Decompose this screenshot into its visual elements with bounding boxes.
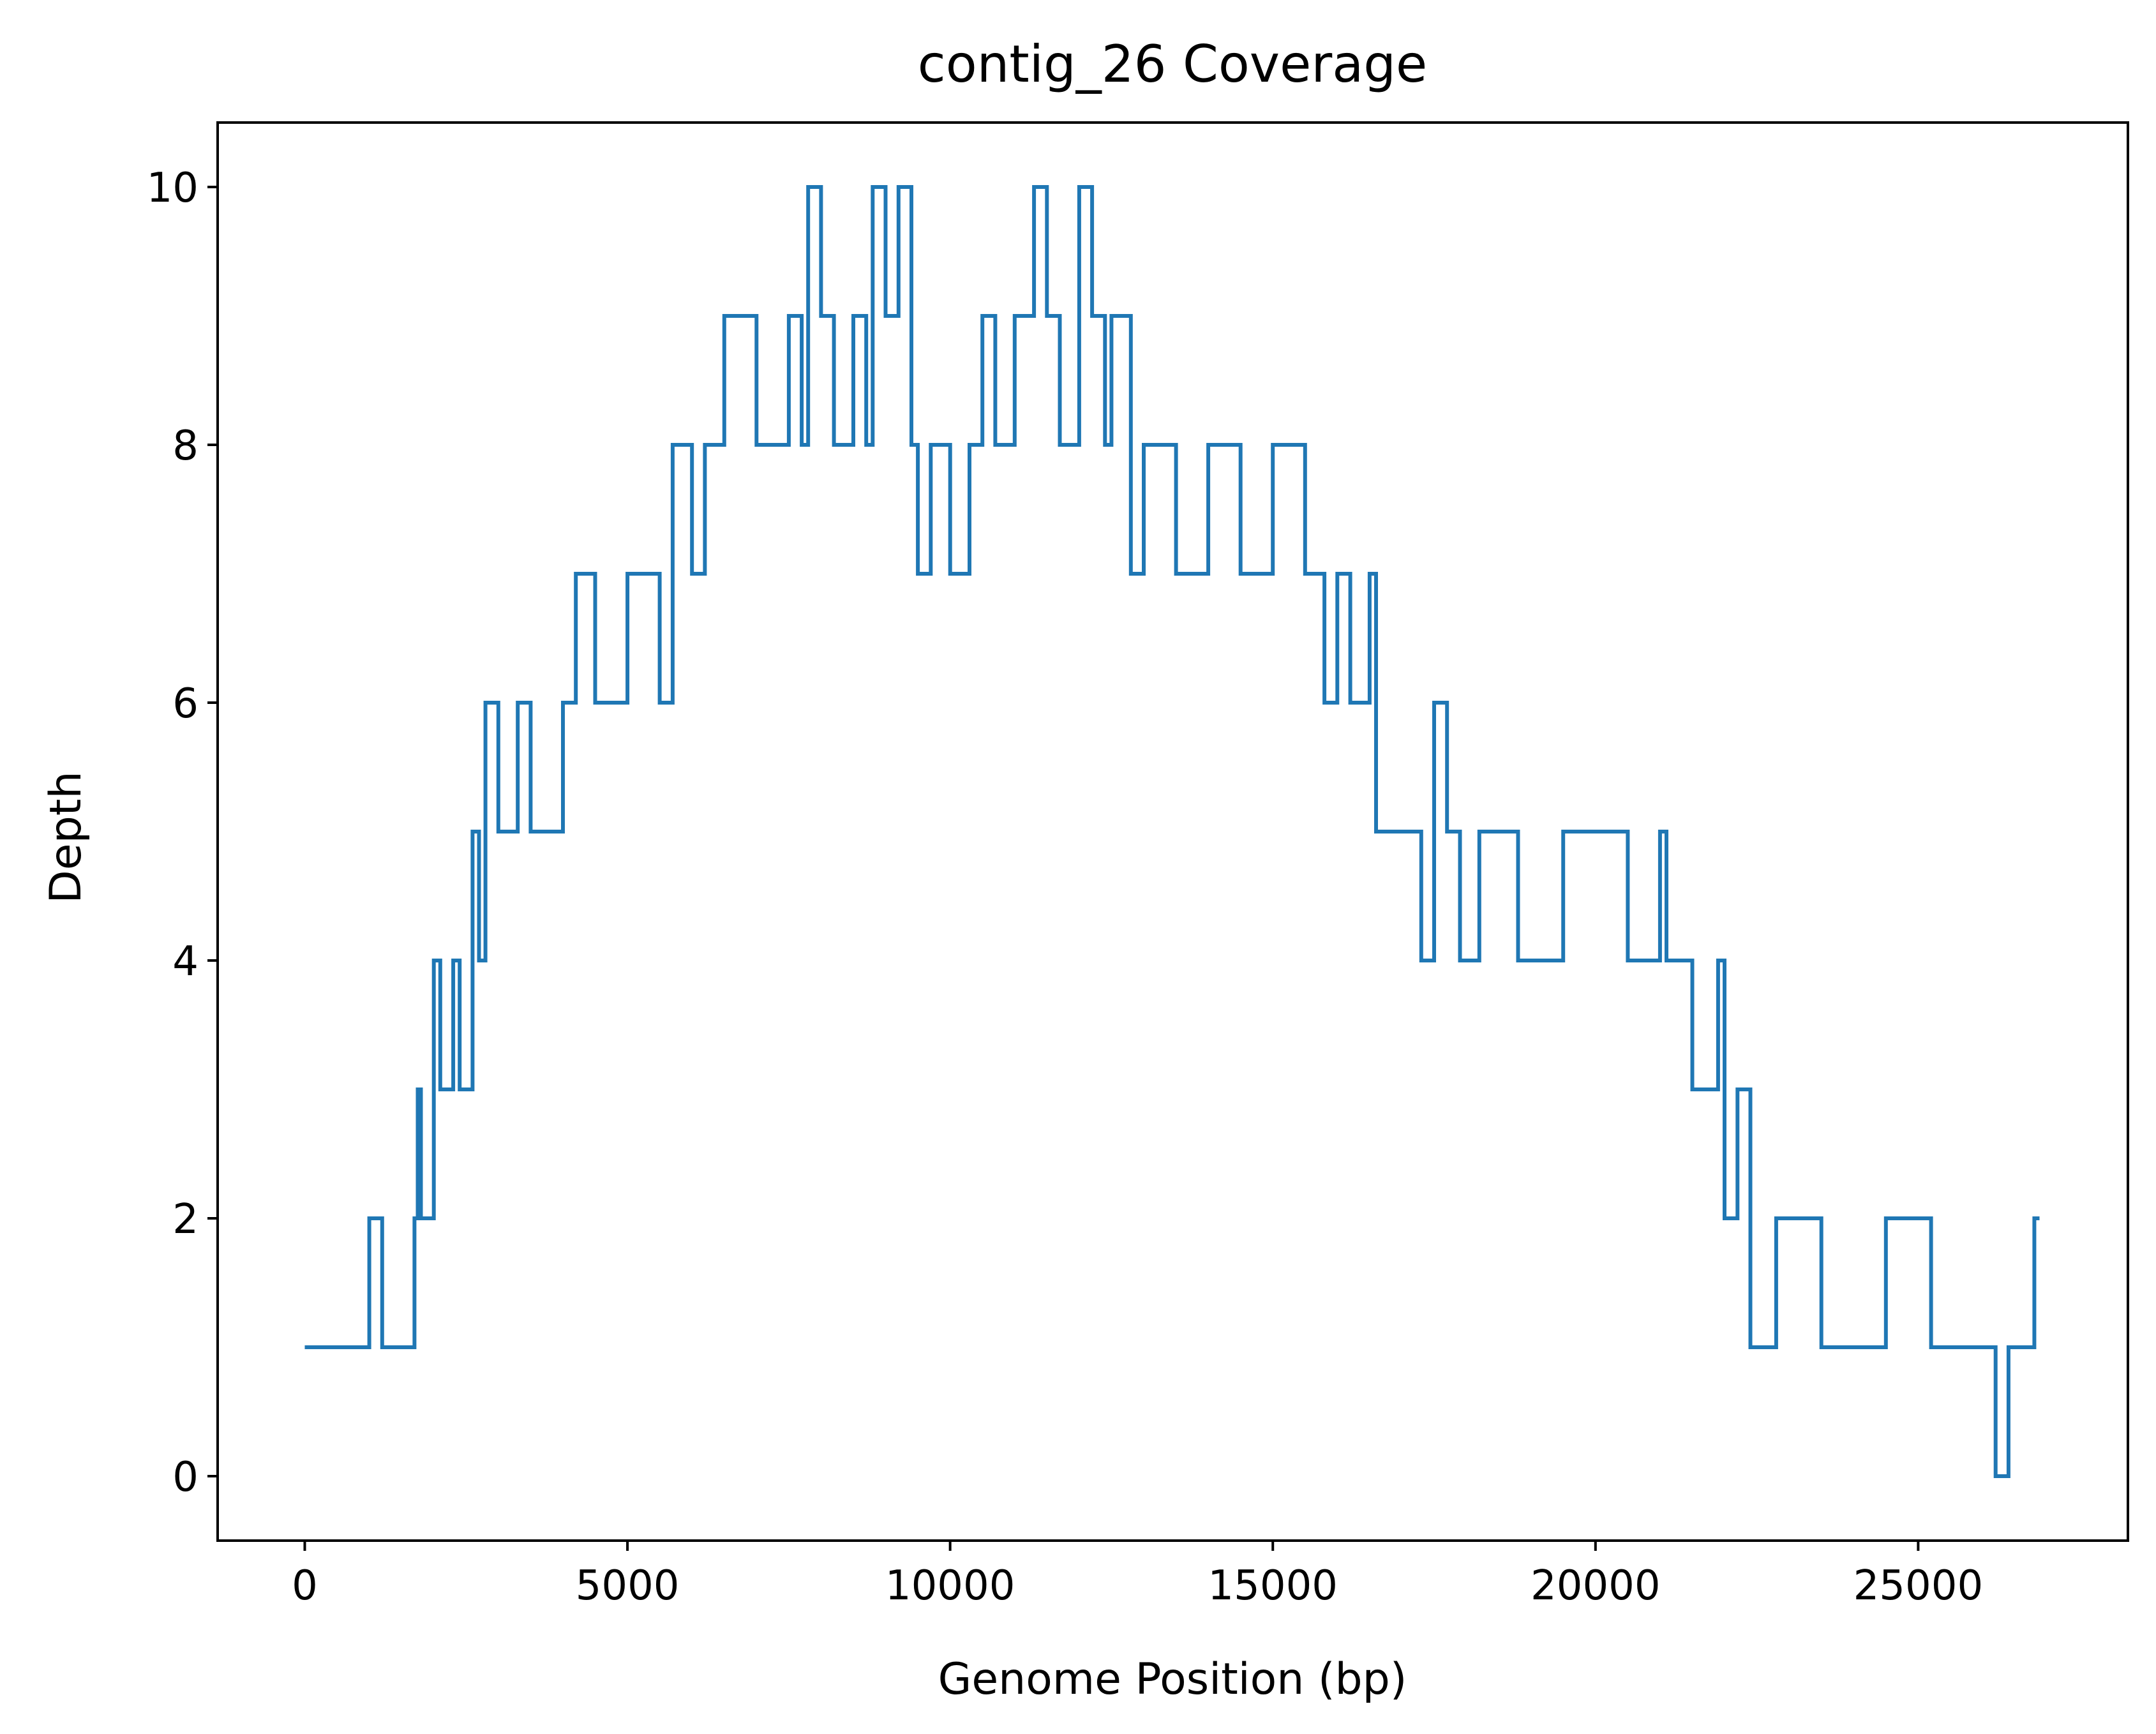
x-tick-label: 5000 bbox=[576, 1562, 680, 1610]
y-axis-label: Depth bbox=[41, 771, 91, 903]
y-tick-label: 6 bbox=[172, 680, 198, 728]
y-tick-label: 10 bbox=[147, 165, 198, 212]
y-axis: 0 2 4 6 8 10 bbox=[147, 165, 218, 1501]
x-tick-label: 20000 bbox=[1531, 1562, 1661, 1610]
x-tick-label: 25000 bbox=[1853, 1562, 1984, 1610]
x-axis-label: Genome Position (bp) bbox=[938, 1654, 1407, 1705]
plot-area bbox=[304, 185, 2040, 1478]
y-tick-label: 4 bbox=[172, 938, 198, 985]
plot-frame bbox=[216, 121, 2129, 1542]
chart-title: contig_26 Coverage bbox=[918, 34, 1428, 94]
y-tick-label: 0 bbox=[172, 1454, 198, 1501]
x-tick-label: 0 bbox=[292, 1562, 318, 1610]
x-axis: 0 5000 10000 15000 20000 25000 bbox=[292, 1541, 1983, 1610]
y-tick-label: 8 bbox=[172, 422, 198, 470]
x-tick-label: 10000 bbox=[885, 1562, 1015, 1610]
coverage-series-line bbox=[304, 185, 2040, 1478]
y-tick-label: 2 bbox=[172, 1196, 198, 1243]
x-tick-label: 15000 bbox=[1208, 1562, 1338, 1610]
